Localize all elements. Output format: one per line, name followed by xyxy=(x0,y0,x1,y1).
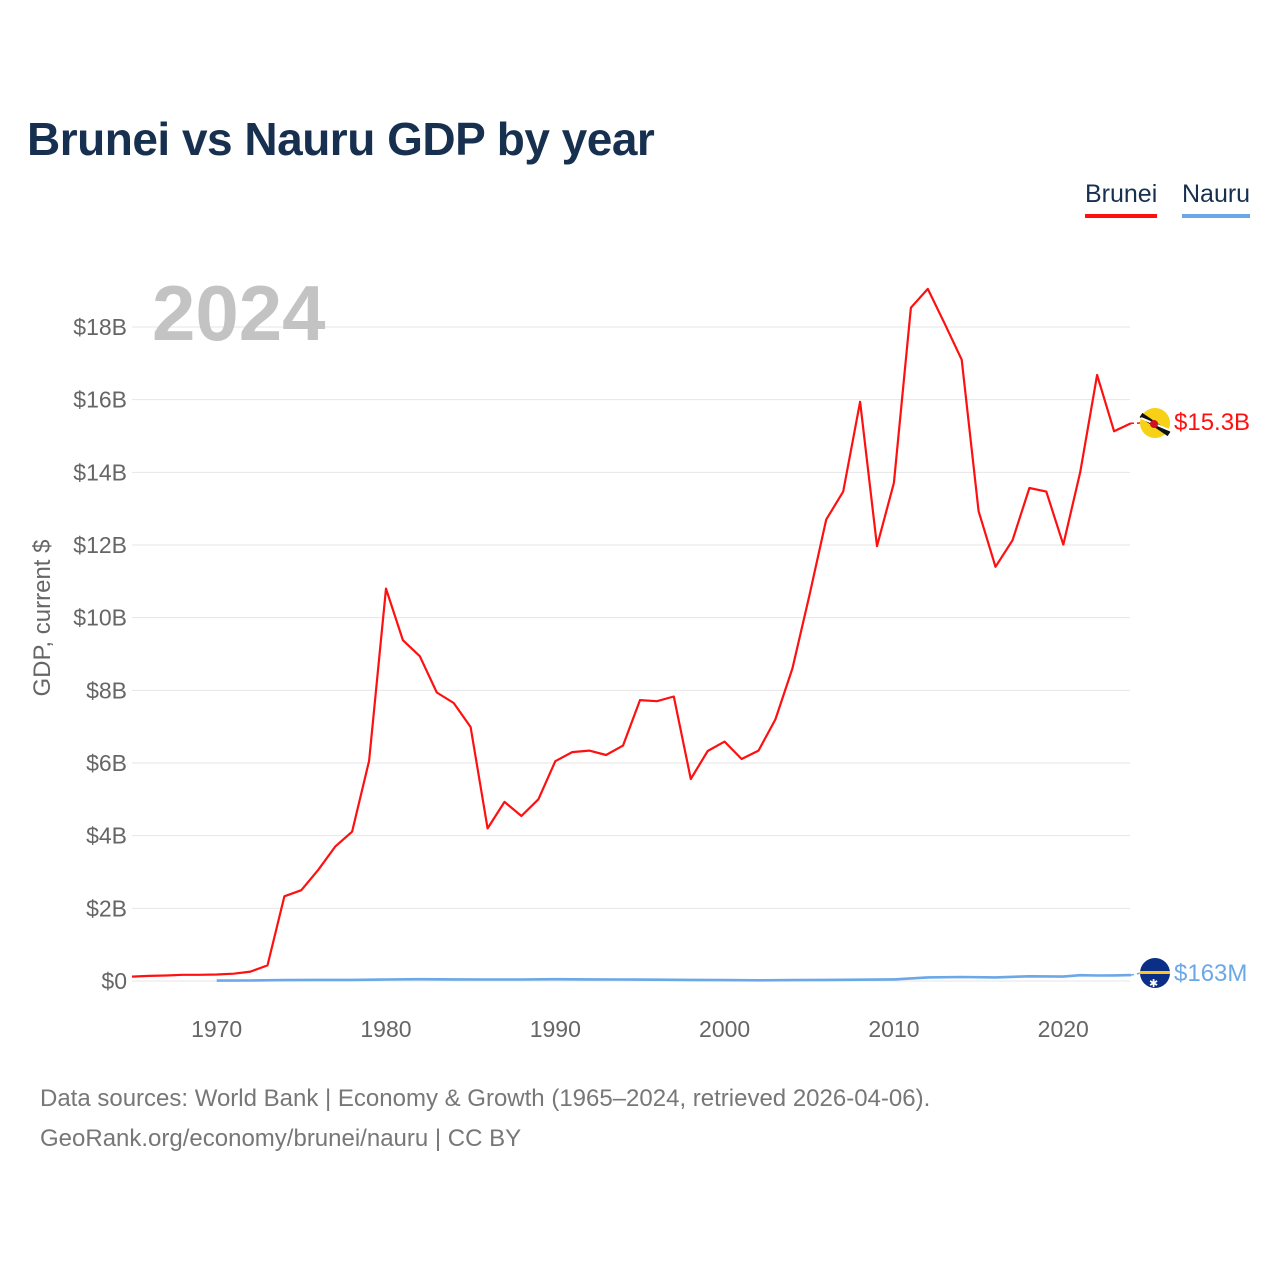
brunei-flag-icon xyxy=(1139,408,1171,438)
grid-lines xyxy=(132,326,1130,982)
y-tick-label-4: $8B xyxy=(86,677,127,703)
x-tick-label-2010: 2010 xyxy=(868,1016,919,1042)
x-tick-label-1990: 1990 xyxy=(530,1016,581,1042)
y-tick-label-8: $16B xyxy=(73,387,127,413)
y-tick-label-1: $2B xyxy=(86,895,127,921)
y-tick-label-2: $4B xyxy=(86,823,127,849)
x-tick-label-2000: 2000 xyxy=(699,1016,750,1042)
nauru-end-value-label: $163M xyxy=(1174,960,1247,987)
y-tick-label-6: $12B xyxy=(73,532,127,558)
nauru-flag-icon: ✱ xyxy=(1140,958,1170,990)
y-tick-label-3: $6B xyxy=(86,750,127,776)
chart-title: Brunei vs Nauru GDP by year xyxy=(27,113,655,165)
y-axis-ticks: $0 $2B $4B $6B $8B $10B $12B $14B $16B $18B xyxy=(73,314,127,994)
data-source-text: Data sources: World Bank | Economy & Gro… xyxy=(40,1085,931,1112)
series-line-nauru[interactable] xyxy=(216,973,1132,982)
y-tick-label-9: $18B xyxy=(73,314,127,340)
series-line-brunei[interactable] xyxy=(131,287,1132,978)
x-axis-ticks: 1970 1980 1990 2000 2010 2020 xyxy=(191,1016,1089,1042)
credit-link[interactable]: GeoRank.org/economy/brunei/nauru | CC BY xyxy=(40,1125,522,1152)
x-tick-label-2020: 2020 xyxy=(1038,1016,1089,1042)
year-watermark: 2024 xyxy=(152,269,326,357)
series-lines xyxy=(131,287,1142,982)
y-tick-label-0: $0 xyxy=(101,968,127,994)
x-tick-label-1980: 1980 xyxy=(360,1016,411,1042)
y-tick-label-7: $14B xyxy=(73,459,127,485)
y-tick-label-5: $10B xyxy=(73,605,127,631)
brunei-end-value-label: $15.3B xyxy=(1174,409,1250,436)
series-end-markers: $15.3B ✱ $163M xyxy=(1139,408,1250,990)
svg-text:✱: ✱ xyxy=(1149,978,1158,990)
y-axis-label: GDP, current $ xyxy=(29,540,56,697)
legend-item-nauru[interactable]: Nauru xyxy=(1182,180,1251,218)
x-tick-label-1970: 1970 xyxy=(191,1016,242,1042)
series-end-connector-nauru xyxy=(1130,972,1142,976)
legend-item-brunei[interactable]: Brunei xyxy=(1085,180,1158,218)
